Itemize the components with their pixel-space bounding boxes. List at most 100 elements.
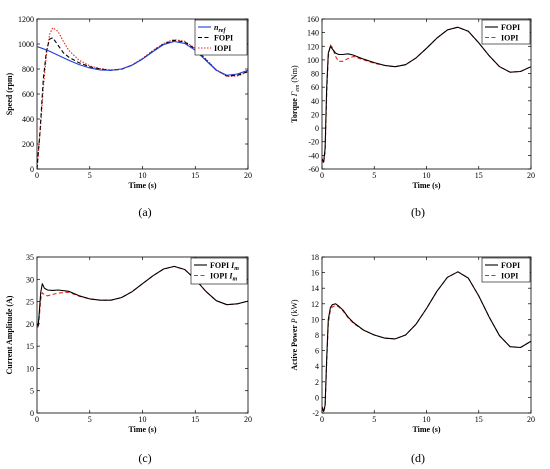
series-line-fopi: [322, 271, 531, 412]
legend-label-subscript: m: [232, 277, 237, 283]
legend-label-text: FOPI: [210, 261, 231, 270]
y-tick-label: 60: [311, 83, 319, 92]
x-tick-label: 10: [423, 171, 431, 180]
y-tick-label: 5: [30, 387, 34, 396]
y-axis-label-text: Active Power: [290, 323, 299, 370]
y-tick-label: 15: [26, 342, 34, 351]
series-line-n-ref: [37, 40, 248, 76]
x-tick-label: 0: [320, 415, 324, 424]
y-tick-label: 10: [26, 364, 34, 373]
x-tick-label: 15: [475, 171, 483, 180]
legend-label-text: IOPI: [210, 272, 229, 281]
legend-label-symbol: I: [230, 261, 235, 270]
y-tick-label: -2: [312, 409, 319, 418]
y-tick-label: 400: [22, 115, 34, 124]
y-tick-label: 6: [315, 347, 319, 356]
x-tick-label: 10: [139, 171, 147, 180]
y-tick-label: 20: [26, 320, 34, 329]
legend-label-subscript: m: [234, 266, 239, 272]
y-tick-label: 10: [311, 315, 319, 324]
x-tick-label: 15: [191, 171, 199, 180]
y-tick-label: 100: [307, 56, 319, 65]
x-tick-label: 15: [191, 415, 199, 424]
y-tick-label: 14: [311, 284, 319, 293]
x-tick-label: 0: [35, 415, 39, 424]
x-tick-label: 5: [88, 415, 92, 424]
legend-label: IOPI: [501, 34, 518, 43]
caption-c: (c): [138, 451, 151, 465]
y-axis-label: Torque Γem (Nm): [290, 65, 301, 123]
y-tick-label: 25: [26, 298, 34, 307]
chart-panel-2: 0 5 10 15 20 0 5 10 15 20 25 30 35 Time (s) Current Am…: [5, 253, 252, 434]
legend-label: FOPI: [501, 261, 520, 270]
legend-label: IOPI: [501, 272, 518, 281]
x-tick-label: 0: [320, 171, 324, 180]
legend-box: [481, 19, 531, 45]
y-axis-label-text: Torque: [290, 96, 299, 122]
y-tick-label: 12: [311, 300, 319, 309]
x-axis-label: Time (s): [128, 425, 156, 434]
y-tick-label: -20: [308, 138, 319, 147]
x-axis-label: Time (s): [412, 425, 440, 434]
legend-label-symbol: n: [214, 23, 219, 32]
legend-label: FOPI: [501, 23, 520, 32]
x-tick-label: 5: [88, 171, 92, 180]
y-tick-label: 1000: [18, 40, 34, 49]
y-tick-label: 16: [311, 269, 319, 278]
caption-d: (d): [411, 451, 425, 465]
caption-b: (b): [411, 205, 425, 219]
series-line-fopi-im: [37, 265, 248, 327]
y-tick-label: 200: [22, 140, 34, 149]
chart-panel-1: 0 5 10 15 20 -60 -40 -20 0 20 40 60 80 100 120 140 160 Ti…: [290, 15, 535, 190]
y-axis-label-symbol: P: [290, 318, 299, 324]
y-tick-label: 0: [315, 393, 319, 402]
x-tick-label: 0: [35, 171, 39, 180]
x-tick-label: 20: [244, 171, 252, 180]
legend-box: [190, 257, 248, 285]
x-axis-label: Time (s): [128, 181, 156, 190]
legend-label: IOPI Im: [210, 272, 237, 283]
y-tick-label: 35: [26, 253, 34, 262]
x-tick-label: 10: [423, 415, 431, 424]
series-line-fopi: [37, 37, 248, 169]
y-axis-label: Speed (rpm): [5, 72, 14, 115]
caption-a: (a): [138, 205, 151, 219]
y-tick-label: 800: [22, 65, 34, 74]
series-line-iopi: [322, 271, 531, 413]
legend-box: [481, 257, 531, 283]
legend-label-symbol: I: [228, 272, 233, 281]
legend-label-subscript: ref: [218, 28, 226, 34]
y-tick-label: 160: [307, 15, 319, 24]
x-tick-label: 5: [372, 171, 376, 180]
y-tick-label: 8: [315, 331, 319, 340]
y-axis-label: Current Amplitude (A): [5, 295, 14, 374]
legend-box: [194, 19, 248, 56]
legend-label: nref: [214, 23, 226, 34]
legend-label: IOPI: [214, 44, 231, 53]
y-tick-label: 4: [315, 362, 319, 371]
y-tick-label: 18: [311, 253, 319, 262]
y-axis-label-symbol: Γ: [290, 91, 299, 97]
y-axis-label-subscript: em: [295, 84, 301, 92]
series-line-fopi: [322, 26, 531, 163]
x-tick-label: 20: [527, 415, 535, 424]
y-axis-label-unit: (kW): [290, 299, 299, 318]
y-tick-label: 80: [311, 70, 319, 79]
y-axis-label-unit: (Nm): [290, 65, 299, 85]
x-axis-label: Time (s): [412, 181, 440, 190]
y-tick-label: 1200: [18, 15, 34, 24]
y-tick-label: 20: [311, 110, 319, 119]
y-tick-label: -60: [308, 165, 319, 174]
y-tick-label: -40: [308, 151, 319, 160]
x-tick-label: 20: [527, 171, 535, 180]
y-axis-label: Active Power P (kW): [290, 299, 299, 370]
y-tick-label: 40: [311, 97, 319, 106]
y-tick-label: 0: [30, 409, 34, 418]
y-tick-label: 600: [22, 90, 34, 99]
y-tick-label: 140: [307, 29, 319, 38]
y-tick-label: 2: [315, 378, 319, 387]
y-tick-label: 120: [307, 42, 319, 51]
x-tick-label: 20: [244, 415, 252, 424]
